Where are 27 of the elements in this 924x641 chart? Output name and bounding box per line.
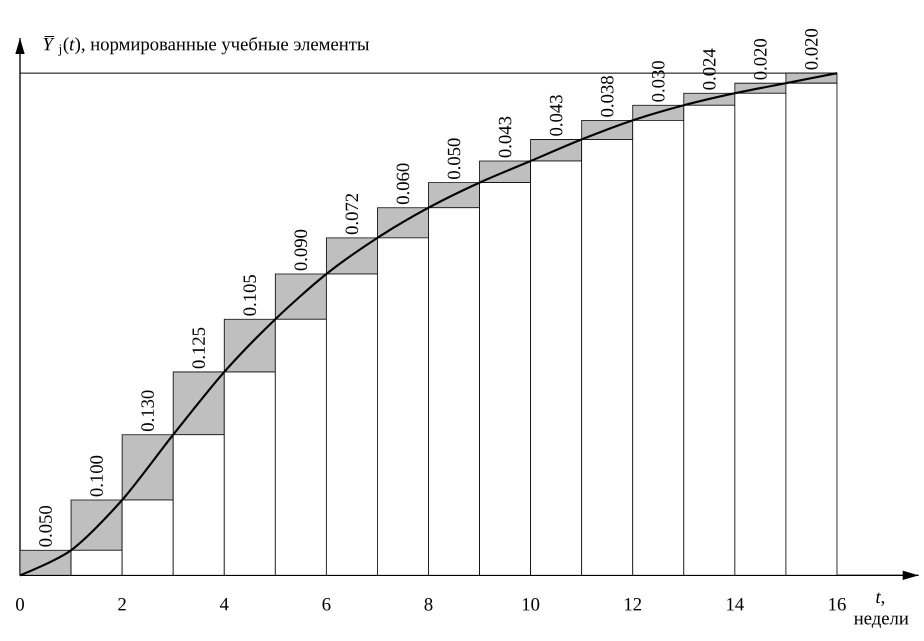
data-label: 0.105 — [243, 274, 256, 316]
x-tick-label: 14 — [727, 598, 744, 610]
data-label: 0.050 — [39, 506, 52, 546]
data-label: 0.038 — [600, 76, 614, 117]
data-label: 0.072 — [346, 194, 358, 234]
data-label: 0.043 — [498, 116, 512, 158]
x-tick-label: 12 — [625, 598, 642, 610]
x-tick-label: 0 — [16, 598, 24, 610]
x-tick-label: 6 — [322, 598, 330, 610]
x-tick-label: 10 — [522, 598, 540, 610]
x-tick-label: 2 — [118, 598, 126, 610]
data-label: 0.090 — [294, 230, 308, 270]
x-tick-label: 16 — [829, 598, 846, 610]
data-label: 0.050 — [448, 138, 460, 179]
data-label: 0.125 — [192, 328, 206, 368]
x-axis-title: t, недели — [854, 592, 908, 628]
data-label: 0.060 — [396, 163, 410, 204]
y-axis-title: Y̅$_{j}$(t), нормированные учебные элементы — [44, 36, 370, 56]
data-label: 0.020 — [805, 28, 818, 70]
data-label: 0.030 — [652, 60, 665, 102]
x-tick-label: 8 — [424, 598, 432, 610]
data-label: 0.024 — [702, 48, 716, 90]
data-label: 0.043 — [550, 95, 562, 136]
x-tick-label: 4 — [220, 598, 229, 610]
data-label: 0.020 — [754, 38, 767, 80]
data-label: 0.130 — [141, 390, 154, 431]
data-label: 0.100 — [90, 456, 103, 496]
